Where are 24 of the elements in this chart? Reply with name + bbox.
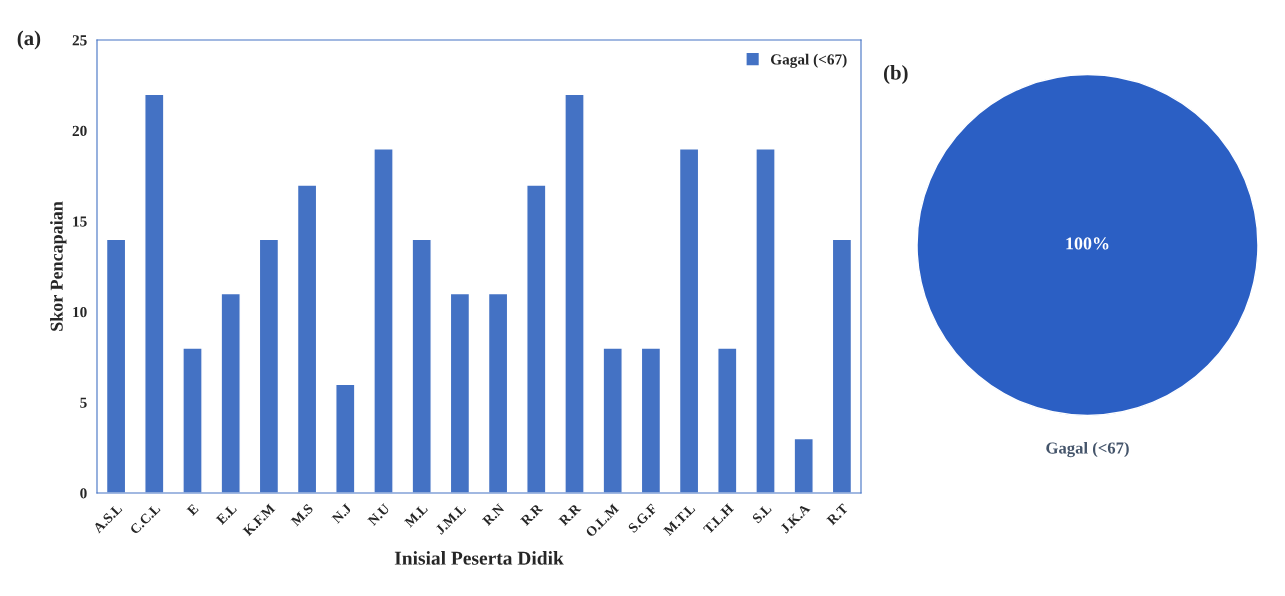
y-axis-title: Skor Pencapaian: [50, 201, 67, 331]
slice-label: Gagal (<67): [1046, 441, 1129, 458]
x-tick-label: M.S: [290, 503, 314, 527]
x-tick-label: E.L: [215, 503, 238, 526]
y-tick-label: 25: [72, 35, 87, 46]
x-tick-label: N.J: [331, 503, 352, 524]
y-tick-label: 20: [72, 125, 87, 137]
y-tick-label: 5: [80, 397, 87, 408]
x-tick-label: M.L: [403, 503, 429, 528]
x-tick-label: R.T: [826, 503, 849, 526]
data-label: 100%: [1066, 237, 1109, 250]
x-tick-label: E: [186, 503, 199, 516]
chart-title: (b): [883, 65, 908, 84]
x-tick-label: R.N: [482, 503, 505, 527]
chart-title: (a): [17, 30, 41, 50]
x-tick-label: N.U: [367, 503, 391, 527]
x-tick-label: S.L: [751, 503, 773, 524]
y-tick-label: 10: [73, 306, 87, 318]
x-tick-label: R.R: [558, 503, 582, 527]
y-tick-label: 15: [73, 216, 87, 227]
x-tick-label: R.R: [520, 503, 544, 527]
x-axis-title: Inisial Peserta Didik: [394, 551, 564, 565]
legend-label: Gagal (<67): [770, 53, 847, 68]
y-tick-label: 0: [80, 488, 87, 499]
